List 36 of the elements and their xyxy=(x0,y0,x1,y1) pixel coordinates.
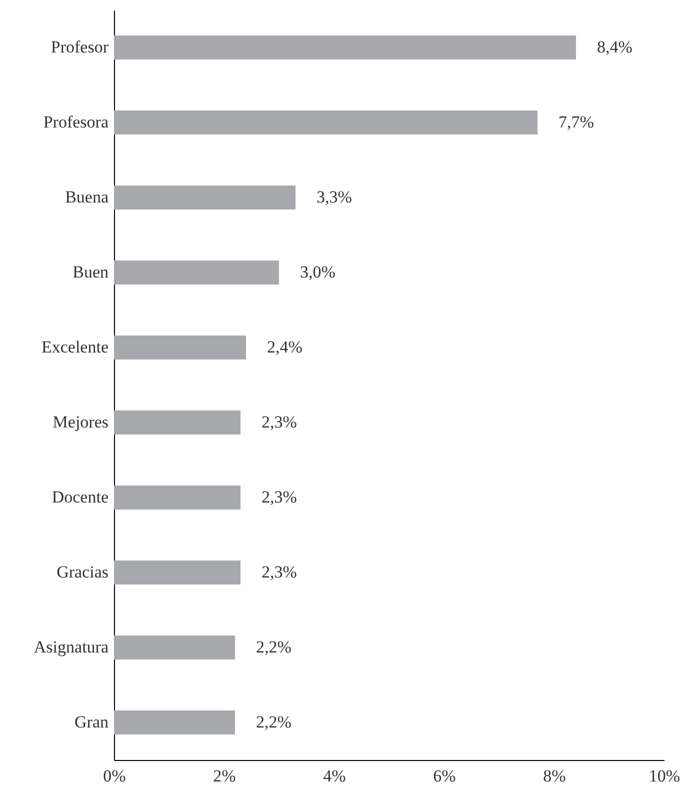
data-label: 2,3% xyxy=(262,412,297,432)
bar xyxy=(114,560,240,584)
y-tick-label: Docente xyxy=(52,488,108,506)
bar xyxy=(114,260,279,284)
bar xyxy=(114,410,240,434)
y-tick-label: Excelente xyxy=(41,338,108,356)
data-label: 2,3% xyxy=(262,562,297,582)
y-tick-label: Asignatura xyxy=(34,638,109,656)
y-tick-label: Mejores xyxy=(52,412,108,432)
y-tick-label: Buena xyxy=(65,188,109,206)
data-label: 2,4% xyxy=(267,338,302,356)
bar xyxy=(114,186,296,210)
x-tick-label: 10% xyxy=(648,766,680,786)
data-label: 2,3% xyxy=(262,488,297,506)
x-tick-label: 8% xyxy=(543,766,566,786)
data-label: 3,3% xyxy=(316,188,352,206)
x-tick-label: 2% xyxy=(213,766,236,786)
data-label: 8,4% xyxy=(597,38,632,56)
bar xyxy=(114,486,240,510)
bar xyxy=(114,710,235,734)
y-tick-label: Gran xyxy=(74,712,109,732)
data-label: 2,2% xyxy=(256,638,292,656)
y-tick-label: Buen xyxy=(72,262,109,282)
bar xyxy=(114,36,576,60)
y-tick-label: Profesora xyxy=(43,112,109,132)
x-tick-label: 0% xyxy=(103,766,126,786)
data-label: 3,0% xyxy=(300,262,336,282)
y-tick-label: Profesor xyxy=(50,38,109,56)
bar xyxy=(114,336,246,360)
bar xyxy=(114,110,538,134)
x-tick-label: 6% xyxy=(433,766,456,786)
y-tick-label: Gracias xyxy=(56,562,108,582)
bar xyxy=(114,636,235,660)
x-tick-label: 4% xyxy=(323,766,346,786)
data-label: 2,2% xyxy=(256,712,292,732)
data-label: 7,7% xyxy=(558,112,594,132)
